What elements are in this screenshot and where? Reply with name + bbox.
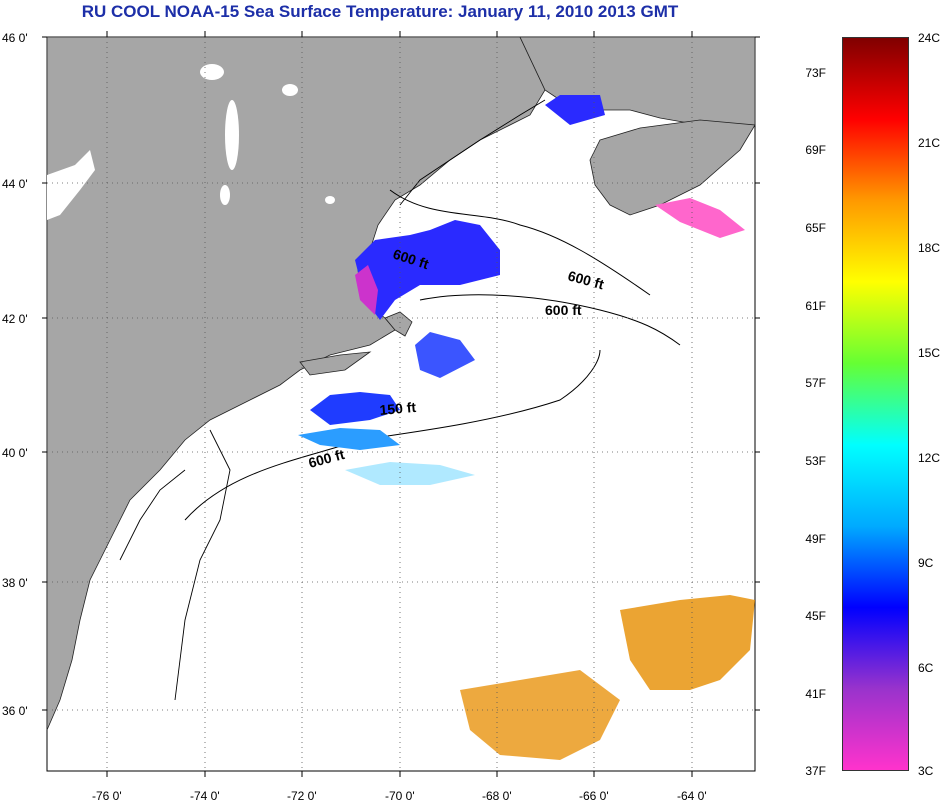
sst-patches (298, 95, 755, 760)
colorbar-f-label: 37F (805, 764, 826, 778)
lakes (47, 64, 335, 220)
tick-marks (42, 31, 760, 777)
colorbar-f-label: 41F (805, 687, 826, 701)
lat-label: 38 0' (2, 576, 28, 590)
colorbar-c-label: 9C (918, 556, 934, 570)
colorbar-f-label: 73F (805, 66, 826, 80)
colorbar-c-label: 6C (918, 661, 934, 675)
colorbar-f-label: 45F (805, 609, 826, 623)
sst-patch-slope (345, 462, 475, 485)
lat-label: 44 0' (2, 177, 28, 191)
coastline-detail (119, 99, 546, 701)
lon-label: -68 0' (482, 789, 512, 803)
lat-label: 42 0' (2, 312, 28, 326)
colorbar-c-label: 18C (918, 241, 941, 255)
lon-label: -74 0' (190, 789, 220, 803)
land-long-island (299, 351, 372, 376)
colorbar-f-label: 65F (805, 221, 826, 235)
sst-patch-nova-scotia (655, 198, 745, 238)
colorbar-c-label: 15C (918, 346, 941, 360)
contour-label: 600 ft (545, 302, 582, 318)
colorbar-f-label: 61F (805, 299, 826, 313)
sst-patch-gulf-stream-south (460, 670, 620, 760)
depth-contours (184, 189, 681, 521)
sst-patch-gulf-stream-east (620, 595, 755, 690)
colorbar-c-label: 12C (918, 451, 941, 465)
sst-patch-south-of-long-island (310, 392, 400, 425)
colorbar-f-label: 53F (805, 454, 826, 468)
contour-label: 150 ft (379, 399, 417, 418)
sst-patch-magenta-coast (355, 265, 378, 315)
lon-label: -70 0' (385, 789, 415, 803)
sst-patch-cape-cod-east (415, 332, 475, 378)
sst-patch-gulf-of-maine (355, 220, 500, 320)
land-canada (519, 36, 756, 131)
lat-label: 46 0' (2, 31, 28, 45)
colorbar-c-label: 3C (918, 764, 934, 778)
chart-title: RU COOL NOAA-15 Sea Surface Temperature:… (81, 2, 679, 21)
land-cape-cod (384, 311, 413, 337)
lat-label: 36 0' (2, 704, 28, 718)
colorbar-c-label: 21C (918, 136, 941, 150)
colorbar-f-label: 69F (805, 143, 826, 157)
land (46, 36, 756, 731)
sst-patch-bay-of-fundy (545, 95, 605, 125)
lat-label: 40 0' (2, 446, 28, 460)
temperature-colorbar (842, 37, 909, 771)
lon-label: -76 0' (92, 789, 122, 803)
lon-label: -66 0' (579, 789, 609, 803)
colorbar-c-label: 24C (918, 31, 941, 45)
land-nova-scotia (589, 119, 756, 216)
graticule (47, 37, 755, 771)
lon-label: -72 0' (287, 789, 317, 803)
lon-label: -64 0' (677, 789, 707, 803)
sst-patch-mid-shelf (298, 428, 400, 450)
colorbar-f-label: 57F (805, 376, 826, 390)
colorbar-f-label: 49F (805, 532, 826, 546)
